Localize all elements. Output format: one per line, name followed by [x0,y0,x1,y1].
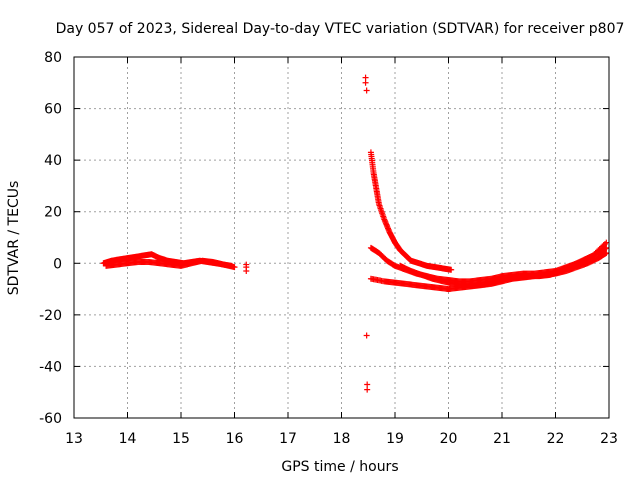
data-point [603,239,610,246]
x-tick-label: 22 [547,431,565,447]
data-point [363,332,370,339]
data-point [362,74,369,81]
data-point [231,264,238,271]
data-point [243,268,250,275]
grid [74,57,609,418]
x-tick-label: 20 [440,431,458,447]
y-tick-label: 0 [53,256,62,272]
x-tick-label: 21 [493,431,511,447]
x-tick-label: 13 [65,431,83,447]
data-point [448,266,455,273]
y-tick-label: -20 [39,308,62,324]
tick-labels: 13 14 15 16 17 18 19 20 21 22 23 -60 -40 -20 0 20 40 60 80 [39,50,618,447]
y-tick-label: -60 [39,411,62,427]
y-tick-label: 80 [44,50,62,66]
series-track-3 [243,261,250,275]
data-point [601,240,608,247]
y-axis-label: SDTVAR / TECUs [6,181,22,296]
data-points [100,74,610,393]
chart-title: Day 057 of 2023, Sidereal Day-to-day VTE… [56,21,625,37]
data-point [363,87,370,94]
x-tick-label: 16 [226,431,244,447]
y-tick-label: 60 [44,102,62,118]
y-tick-label: 20 [44,205,62,221]
series-track-2 [103,257,238,271]
series-track-4 [362,74,371,393]
data-point [364,381,371,388]
x-tick-label: 18 [333,431,351,447]
x-tick-label: 19 [386,431,404,447]
x-tick-label: 14 [119,431,137,447]
x-tick-label: 17 [279,431,297,447]
y-tick-label: -40 [39,359,62,375]
x-tick-label: 15 [172,431,190,447]
data-point [603,249,610,256]
series-track-8 [397,239,610,289]
x-tick-label: 23 [600,431,618,447]
x-axis-label: GPS time / hours [281,459,398,475]
series-track-5 [367,149,455,273]
y-tick-label: 40 [44,153,62,169]
data-point [364,386,371,393]
data-point [362,79,369,86]
axis-ticks [73,56,610,419]
